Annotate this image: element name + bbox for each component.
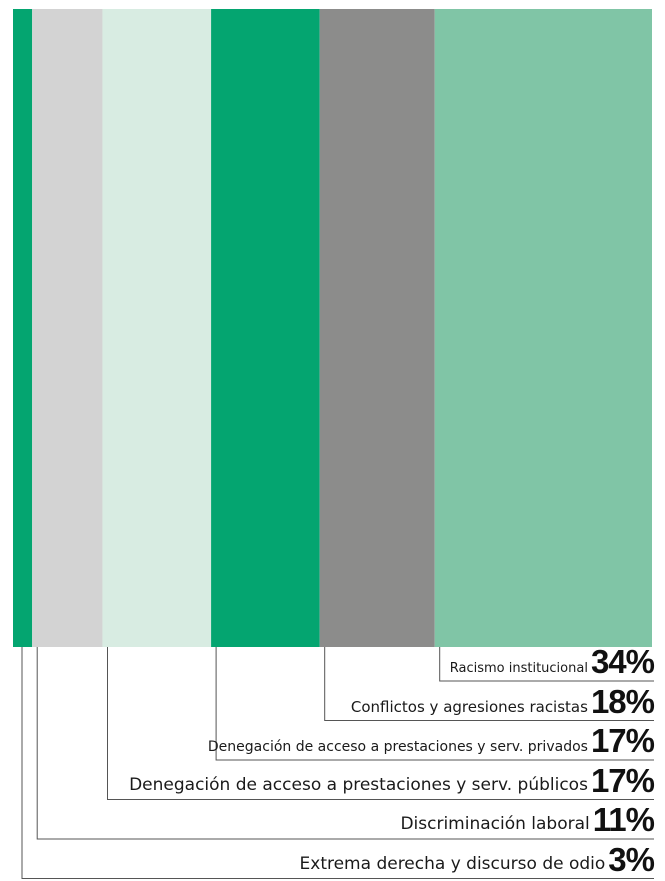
category-label-1: Extrema derecha y discurso de odio 3%	[299, 843, 655, 876]
category-label-3: Denegación de acceso a prestaciones y se…	[129, 764, 655, 797]
leader-line-1	[21, 647, 654, 879]
category-name: Extrema derecha y discurso de odio	[299, 853, 606, 874]
leader-line-2	[36, 647, 654, 840]
leader-line-4	[215, 647, 654, 761]
category-name: Denegación de acceso a prestaciones y se…	[207, 739, 588, 755]
category-name: Denegación de acceso a prestaciones y se…	[129, 774, 588, 795]
bar-segment-2	[32, 9, 103, 647]
bar-segment-5	[319, 9, 435, 647]
percent-value: 17%	[590, 722, 655, 759]
percent-value: 3%	[608, 840, 655, 878]
category-name: Conflictos y agresiones racistas	[350, 697, 588, 716]
percent-value: 17%	[590, 761, 655, 799]
category-label-2: Discriminación laboral 11%	[400, 803, 655, 836]
category-label-5: Conflictos y agresiones racistas 18%	[350, 685, 655, 718]
bar-segment-6	[434, 9, 652, 647]
percent-value: 11%	[592, 801, 655, 838]
category-name: Discriminación laboral	[400, 814, 590, 834]
bar-segment-1	[13, 9, 33, 647]
category-label-6: Racismo institucional 34%	[449, 645, 655, 678]
leader-line-6	[439, 647, 654, 682]
bar-segment-3	[102, 9, 212, 647]
bar-segment-4	[211, 9, 320, 647]
percent-value: 18%	[590, 682, 655, 720]
leader-line-3	[107, 647, 654, 800]
percent-value: 34%	[590, 643, 655, 680]
leader-line-5	[324, 647, 654, 721]
category-label-4: Denegación de acceso a prestaciones y se…	[207, 724, 655, 757]
category-name: Racismo institucional	[449, 661, 588, 676]
